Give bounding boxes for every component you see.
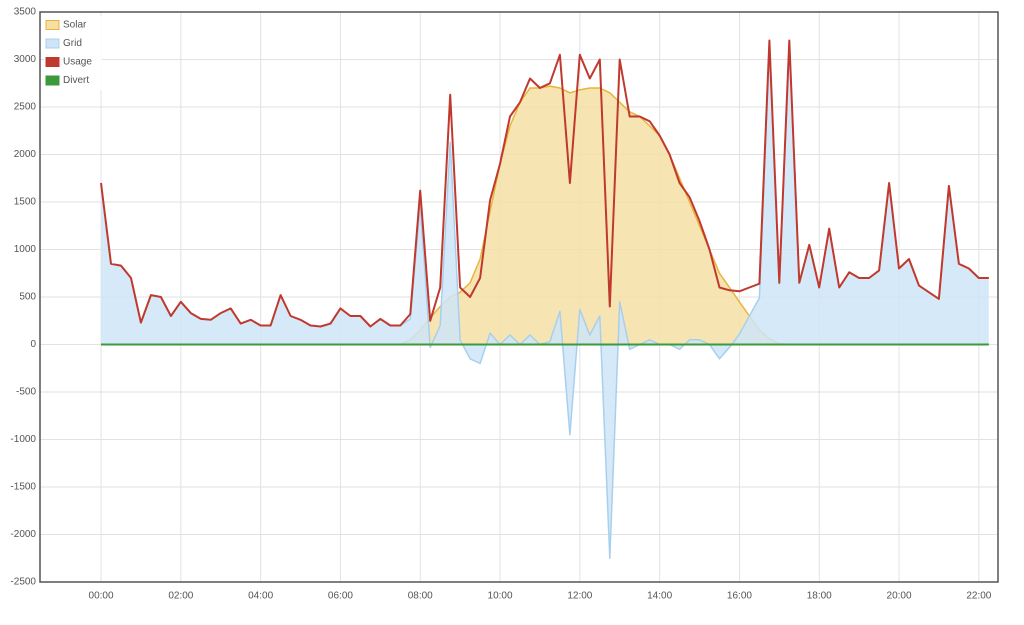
plot-border [39,11,999,583]
series-area [101,40,989,559]
y-tick-label: 3500 [14,7,37,18]
legend-label: Grid [63,38,82,49]
y-tick-label: -1000 [10,434,36,445]
legend-label: Solar [63,20,87,31]
legend: Solar Grid Usage Divert [44,16,102,90]
y-tick-label: 2000 [14,149,37,160]
y-tick-label: -2000 [10,529,36,540]
y-tick-label: -500 [16,387,36,398]
x-tick-label: 14:00 [647,591,672,602]
x-tick-label: 06:00 [328,591,353,602]
y-tick-label: 2500 [14,102,37,113]
y-tick-label: 500 [19,292,36,303]
series-area [101,86,989,345]
legend-swatch [45,75,60,86]
y-tick-label: 1000 [14,244,37,255]
x-tick-label: 10:00 [488,591,513,602]
legend-swatch [45,57,60,67]
series-line [100,39,989,328]
x-tick-label: 18:00 [807,591,832,602]
x-tick-label: 16:00 [727,591,752,602]
y-tick-label: -2500 [10,577,36,588]
y-tick-label: 3000 [14,54,37,65]
x-tick-label: 04:00 [248,591,273,602]
y-tick-label: 0 [30,339,36,350]
x-tick-label: 08:00 [408,591,433,602]
legend-swatch [45,20,60,30]
x-tick-label: 20:00 [887,591,912,602]
x-tick-label: 22:00 [966,591,991,602]
legend-label: Divert [63,75,89,86]
legend-swatch [45,38,60,49]
y-tick-label: -1500 [10,482,36,493]
legend-label: Usage [63,57,92,68]
y-tick-label: 1500 [14,197,37,208]
x-tick-label: 12:00 [567,591,592,602]
x-tick-label: 02:00 [168,591,193,602]
x-tick-label: 00:00 [89,591,114,602]
